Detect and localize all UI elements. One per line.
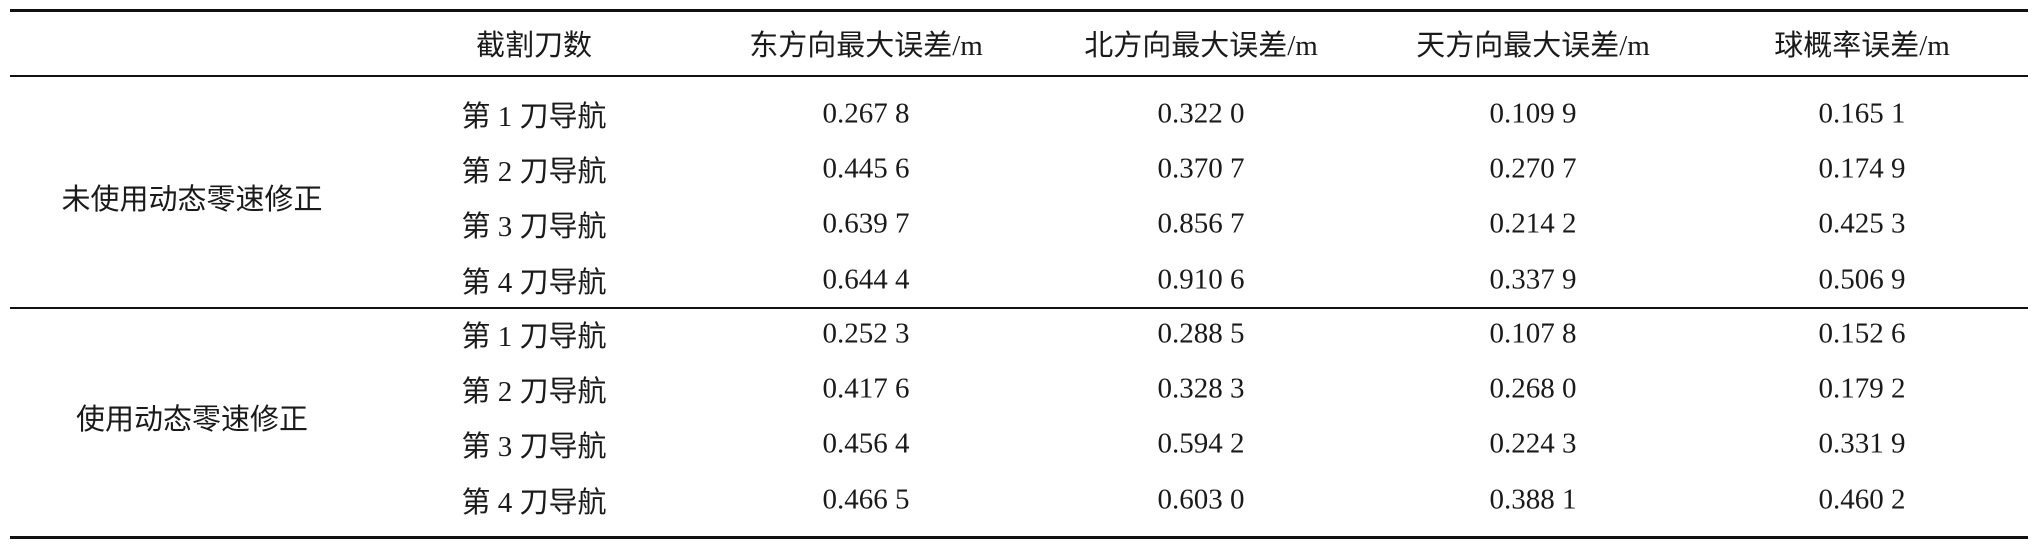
row-label: 第 4 刀导航 — [461, 486, 607, 519]
value-cell: 0.460 2 — [1818, 483, 1906, 516]
value-cell: 0.109 9 — [1489, 97, 1577, 130]
top-rule — [10, 9, 2028, 12]
bottom-rule — [10, 536, 2028, 539]
value-cell: 0.165 1 — [1818, 97, 1906, 130]
value-cell: 0.388 1 — [1489, 483, 1577, 516]
value-cell: 0.328 3 — [1157, 372, 1245, 405]
value-cell: 0.152 6 — [1818, 317, 1906, 350]
value-cell: 0.425 3 — [1818, 207, 1906, 240]
value-cell: 0.506 9 — [1818, 263, 1906, 296]
value-cell: 0.322 0 — [1157, 97, 1245, 130]
value-cell: 0.331 9 — [1818, 427, 1906, 460]
value-cell: 0.639 7 — [822, 207, 910, 240]
value-cell: 0.337 9 — [1489, 263, 1577, 296]
row-label: 第 1 刀导航 — [461, 100, 607, 133]
value-cell: 0.174 9 — [1818, 152, 1906, 185]
value-cell: 0.370 7 — [1157, 152, 1245, 185]
header-cell: 截割刀数 — [475, 30, 593, 62]
group-label: 未使用动态零速修正 — [61, 183, 323, 216]
value-cell: 0.856 7 — [1157, 207, 1245, 240]
header-cell: 北方向最大误差/m — [1084, 30, 1318, 62]
value-cell: 0.252 3 — [822, 317, 910, 350]
value-cell: 0.644 4 — [822, 263, 910, 296]
value-cell: 0.224 3 — [1489, 427, 1577, 460]
value-cell: 0.288 5 — [1157, 317, 1245, 350]
row-label: 第 3 刀导航 — [461, 211, 607, 244]
value-cell: 0.445 6 — [822, 152, 910, 185]
value-cell: 0.417 6 — [822, 372, 910, 405]
row-label: 第 4 刀导航 — [461, 266, 607, 299]
value-cell: 0.270 7 — [1489, 152, 1577, 185]
row-label: 第 3 刀导航 — [461, 431, 607, 464]
row-label: 第 2 刀导航 — [461, 155, 607, 188]
group-label: 使用动态零速修正 — [75, 403, 309, 436]
header-cell: 东方向最大误差/m — [749, 30, 983, 62]
value-cell: 0.267 8 — [822, 97, 910, 130]
value-cell: 0.456 4 — [822, 427, 910, 460]
header-rule — [10, 75, 2028, 77]
value-cell: 0.268 0 — [1489, 372, 1577, 405]
header-cell: 天方向最大误差/m — [1416, 30, 1650, 62]
group-rule — [10, 307, 2028, 309]
value-cell: 0.910 6 — [1157, 263, 1245, 296]
row-label: 第 1 刀导航 — [461, 320, 607, 353]
row-label: 第 2 刀导航 — [461, 375, 607, 408]
value-cell: 0.179 2 — [1818, 372, 1906, 405]
value-cell: 0.603 0 — [1157, 483, 1245, 516]
value-cell: 0.214 2 — [1489, 207, 1577, 240]
value-cell: 0.466 5 — [822, 483, 910, 516]
header-cell: 球概率误差/m — [1774, 30, 1950, 62]
value-cell: 0.594 2 — [1157, 427, 1245, 460]
value-cell: 0.107 8 — [1489, 317, 1577, 350]
